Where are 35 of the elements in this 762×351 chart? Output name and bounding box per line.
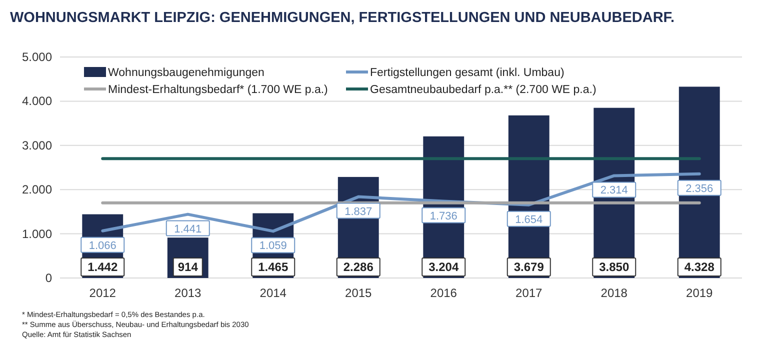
data-label: 2.314: [600, 184, 628, 197]
data-label: 4.328: [684, 260, 715, 274]
legend-label: Mindest-Erhaltungsbedarf* (1.700 WE p.a.): [108, 84, 328, 96]
data-label: 1.441: [174, 223, 202, 236]
data-label: 1.654: [515, 214, 543, 226]
y-tick-label: 4.000: [22, 94, 52, 108]
x-tick-label: 2019: [686, 286, 714, 300]
y-tick-label: 0: [45, 271, 52, 285]
data-label: 1.736: [430, 210, 458, 222]
x-tick-label: 2018: [600, 286, 628, 300]
x-tick-label: 2016: [430, 286, 458, 300]
data-label: 3.204: [428, 260, 459, 274]
data-label: 3.679: [514, 260, 544, 274]
x-tick-label: 2012: [89, 286, 116, 300]
data-label: 914: [178, 260, 198, 274]
data-label: 1.059: [259, 240, 287, 252]
data-label: 1.837: [344, 206, 372, 218]
x-tick-label: 2017: [516, 286, 543, 300]
y-tick-label: 2.000: [22, 182, 52, 197]
legend-label: Gesamtneubaubedarf p.a.** (2.700 WE p.a.): [370, 84, 596, 96]
x-tick-label: 2015: [345, 286, 372, 300]
chart-title: WOHNUNGSMARKT LEIPZIG: GENEHMIGUNGEN, FERTIGSTELLUNGEN UND NEUBAUBEDARF.: [10, 10, 675, 26]
data-label: 2.356: [686, 182, 714, 195]
data-label: 1.442: [88, 260, 118, 274]
x-tick-label: 2013: [174, 286, 202, 300]
data-label: 3.850: [599, 260, 630, 274]
data-label: 1.465: [258, 260, 288, 274]
data-label: 1.066: [88, 240, 116, 252]
y-tick-label: 5.000: [22, 50, 52, 64]
y-tick-label: 3.000: [22, 138, 52, 152]
legend-label: Fertigstellungen gesamt (inkl. Umbau): [370, 67, 564, 79]
legend-label: Wohnungsbaugenehmigungen: [108, 67, 264, 79]
x-tick-label: 2014: [260, 286, 287, 300]
y-tick-label: 1.000: [22, 226, 52, 241]
data-label: 2.286: [343, 260, 374, 274]
